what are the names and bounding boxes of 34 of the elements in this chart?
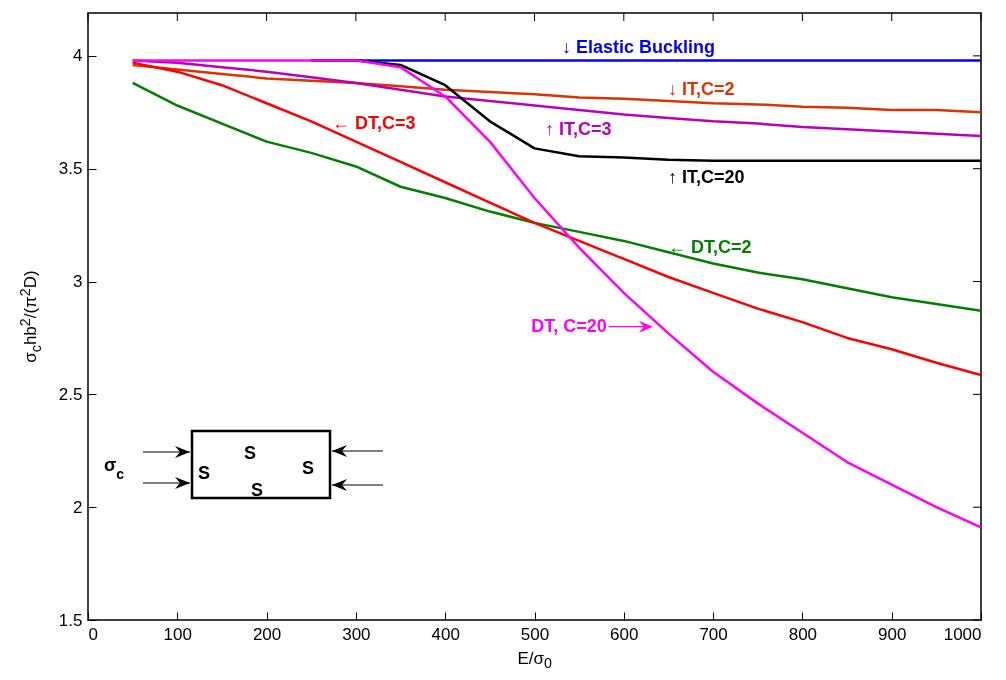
line-series (131, 61, 981, 377)
line-series (131, 59, 981, 529)
annotation: S (251, 480, 264, 500)
x-tick-label: 0 (88, 624, 98, 644)
annotation: S (302, 458, 315, 478)
x-tick-label: 900 (878, 624, 907, 644)
annotation: S (198, 463, 211, 483)
annotation: σ$_{c}$ (104, 455, 125, 482)
y-tick-label: 4 (73, 46, 83, 66)
x-tick-label: 700 (699, 624, 728, 644)
x-tick-label: 600 (610, 624, 639, 644)
annotation: DT, C=20 (531, 315, 607, 336)
annotation: ← DT,C=3 (332, 112, 416, 133)
annotation: S (244, 443, 257, 463)
y-tick-label: 3.5 (58, 159, 83, 179)
x-tick-label: 300 (342, 624, 371, 644)
line-series (131, 81, 981, 313)
x-tick-label: 100 (163, 624, 192, 644)
y-tick-label: 3 (73, 272, 83, 292)
line-series (131, 63, 981, 114)
annotation: ↓ IT,C=2 (668, 78, 735, 99)
annotation: ← DT,C=2 (668, 236, 752, 257)
x-axis-title: E/σ$_{0}$ (517, 649, 552, 672)
x-tick-label: 400 (431, 624, 460, 644)
annotation: ↑ IT,C=3 (545, 118, 612, 139)
y-tick-label: 2.5 (58, 384, 83, 404)
y-tick-label: 1.5 (58, 610, 83, 630)
annotation: ↓ Elastic Buckling (562, 36, 716, 57)
x-tick-label: 1000 (943, 624, 982, 644)
y-tick-label: 2 (73, 497, 83, 517)
annotation: ↑ IT,C=20 (668, 166, 745, 187)
x-tick-label: 500 (520, 624, 550, 644)
x-tick-label: 800 (788, 624, 818, 644)
x-tick-label: 200 (252, 624, 282, 644)
